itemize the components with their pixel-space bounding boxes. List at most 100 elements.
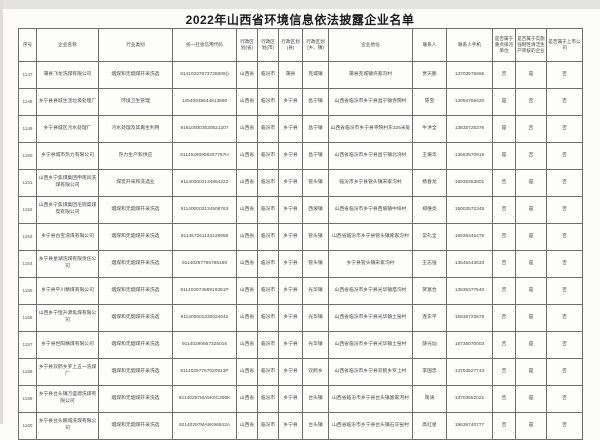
table-cell: 昌宁镇 bbox=[302, 115, 329, 143]
table-cell: 否 bbox=[546, 331, 583, 359]
table-cell: 1160 bbox=[18, 412, 37, 440]
table-cell: 乡宁县 bbox=[278, 223, 303, 251]
column-header: 企业名称 bbox=[36, 28, 99, 62]
table-cell: 1153 bbox=[18, 223, 37, 251]
table-row: 1157 乡宁县世阳精煤有限公司 烟煤和无烟煤开采洗选 911402906673250… bbox=[18, 331, 583, 359]
table-cell: 热力生产和供应 bbox=[98, 142, 173, 170]
table-cell: 山西省临汾市乡宁县西坡镇中垛村 bbox=[328, 196, 413, 224]
table-cell: 12540935644813886 bbox=[172, 88, 237, 116]
table-cell: 13994759420 bbox=[446, 88, 493, 116]
table-cell: 山西乡宁恒升源焦煤有限公司 bbox=[36, 304, 99, 332]
table-cell: 否 bbox=[492, 223, 516, 251]
table-cell: 山西省临汾市乡宁县光华镇土窑村 bbox=[328, 304, 413, 332]
table-cell: 烟煤和无烟煤开采洗选 bbox=[98, 412, 173, 440]
table-cell: 山西省临汾市乡宁县光华镇塔沟村 bbox=[328, 277, 413, 305]
table-cell: 管头镇 bbox=[302, 169, 329, 197]
table-cell: 否 bbox=[546, 196, 583, 224]
table-cell: 贾天鹏 bbox=[412, 61, 447, 89]
table-row: 1156 山西乡宁恒升源焦煤有限公司 烟煤和无烟煤开采洗选 9114000013300… bbox=[18, 304, 583, 332]
column-header: 是否属于重点排污单位 bbox=[492, 28, 516, 62]
table-cell: 是 bbox=[515, 358, 547, 386]
table-cell: 是 bbox=[515, 223, 547, 251]
table-cell: 临汾市 bbox=[257, 88, 279, 116]
table-cell: 山西省 bbox=[236, 277, 258, 305]
table-cell: 常礼全 bbox=[412, 223, 447, 251]
column-header: 行业类别 bbox=[98, 28, 173, 62]
table-cell: 山西乡宁焦煤集团毛则渠煤炭有限公司 bbox=[36, 196, 99, 224]
table-cell: 山西省 bbox=[236, 169, 258, 197]
table-cell: 光华镇 bbox=[302, 331, 329, 359]
table-cell: 临汾市 bbox=[257, 250, 279, 278]
table-cell: 王振华 bbox=[412, 142, 447, 170]
table-cell: 否 bbox=[492, 277, 516, 305]
table-cell: 乡宁县 bbox=[278, 412, 303, 440]
table-cell: 否 bbox=[546, 142, 583, 170]
table-cell: 山西省临汾市乡宁县昌宁镇寺院村 bbox=[328, 88, 413, 116]
table-cell: 91410337673728609() bbox=[172, 61, 237, 89]
table-row: 1154 乡宁县星湖洗煤有限责任公司 烟煤和无烟煤开采洗选 9114029779678… bbox=[18, 250, 583, 278]
table-cell: 光华镇 bbox=[302, 277, 329, 305]
table-cell: 乡宁县 bbox=[278, 250, 303, 278]
table-row: 1159 乡宁县台头镇万盛源洗煤有限公司 烟煤和无烟煤开采洗选 92140297MA5… bbox=[18, 385, 583, 413]
table-cell: 1150 bbox=[18, 142, 37, 170]
table-cell: 昌宁镇 bbox=[302, 142, 329, 170]
table-cell: 否 bbox=[546, 115, 583, 143]
table-cell: 13753527743 bbox=[446, 358, 493, 386]
table-cell: 否 bbox=[492, 304, 516, 332]
table-cell: 高红星 bbox=[412, 412, 447, 440]
table-cell: 否 bbox=[492, 250, 516, 278]
table-cell: 是 bbox=[515, 250, 547, 278]
table-body: 1147 蒲县飞龙洗煤有限公司 烟煤和无烟煤开采洗选 9141033767372860… bbox=[18, 61, 583, 440]
table-cell: 烟煤和无烟煤开采洗选 bbox=[98, 277, 173, 305]
table-cell: 王志强 bbox=[412, 250, 447, 278]
table-cell: 是 bbox=[515, 196, 547, 224]
table-cell: 乡宁县平川精煤有限公司 bbox=[36, 277, 99, 305]
table-cell: 是 bbox=[492, 88, 516, 116]
table-row: 1150 乡宁县城市热力有限公司 热力生产和供应 91145290956267767H… bbox=[18, 142, 583, 170]
table-cell: 蒋涛 bbox=[412, 385, 447, 413]
table-cell: 山西省临汾市乡宁县台头镇石灰窑村 bbox=[328, 412, 413, 440]
table-cell: 临汾市乡宁县管头镇宋家沟村 bbox=[328, 169, 413, 197]
table-cell: 郑维亮 bbox=[412, 196, 447, 224]
table-cell: 山西省 bbox=[236, 412, 258, 440]
table-cell: 山西乡宁焦煤集团申南凹洗煤有限公司 bbox=[36, 169, 99, 197]
table-cell: 否 bbox=[546, 358, 583, 386]
table-cell: 16935353801 bbox=[446, 169, 493, 197]
table-cell: 烟煤和无烟煤开采洗选 bbox=[98, 385, 173, 413]
table-cell: 否 bbox=[492, 331, 516, 359]
table-row: 1151 山西乡宁焦煤集团申南凹洗煤有限公司 煤炭开采和洗选业 91140000313… bbox=[18, 169, 583, 197]
table-cell: 乡宁县台头鹏城洗煤有限公司 bbox=[36, 412, 99, 440]
table-cell: 否 bbox=[515, 88, 547, 116]
table-cell: 煤炭开采和洗选业 bbox=[98, 169, 173, 197]
table-cell: 临汾市 bbox=[257, 385, 279, 413]
table-cell: 是 bbox=[515, 61, 547, 89]
table-cell: 是 bbox=[515, 385, 547, 413]
table-cell: 16935345476 bbox=[446, 223, 493, 251]
table-cell: 烟煤和无烟煤开采洗选 bbox=[98, 196, 173, 224]
table-cell: 否 bbox=[515, 142, 547, 170]
table-cell: 否 bbox=[546, 412, 583, 440]
table-cell: 15003572345 bbox=[446, 196, 493, 224]
table-cell: 92140297MA5K96542A bbox=[172, 412, 237, 440]
table-cell: 台头镇 bbox=[302, 385, 329, 413]
table-cell: 乡宁县双鹤乡罗上五一洗煤厂 bbox=[36, 358, 99, 386]
table-cell: 否 bbox=[492, 61, 516, 89]
table-cell: 山西省 bbox=[236, 115, 258, 143]
table-cell: 李国忠 bbox=[412, 358, 447, 386]
table-cell: 乡宁县县城生活垃圾处理厂 bbox=[36, 88, 99, 116]
table-cell: 1149 bbox=[18, 115, 37, 143]
table-cell: 蒲县 bbox=[278, 61, 303, 89]
table-cell: 否 bbox=[492, 169, 516, 197]
table-cell: 13835725376 bbox=[446, 115, 493, 143]
table-cell: 环境卫生管理 bbox=[98, 88, 173, 116]
column-header: 行政区划(市) bbox=[257, 28, 279, 62]
table-cell: 双鹤乡 bbox=[302, 358, 329, 386]
table-cell: 1152 bbox=[18, 196, 37, 224]
table-cell: 临汾市 bbox=[257, 142, 279, 170]
table-cell: 陈宝 bbox=[412, 88, 447, 116]
table-cell: 山西省临汾市乡宁县管头镇库家沟村 bbox=[328, 223, 413, 251]
table-cell: 乡宁县 bbox=[278, 331, 303, 359]
column-header: 是否属于上市公司 bbox=[546, 28, 583, 62]
table-cell: 乡宁县 bbox=[278, 196, 303, 224]
table-cell: 临汾市 bbox=[257, 169, 279, 197]
